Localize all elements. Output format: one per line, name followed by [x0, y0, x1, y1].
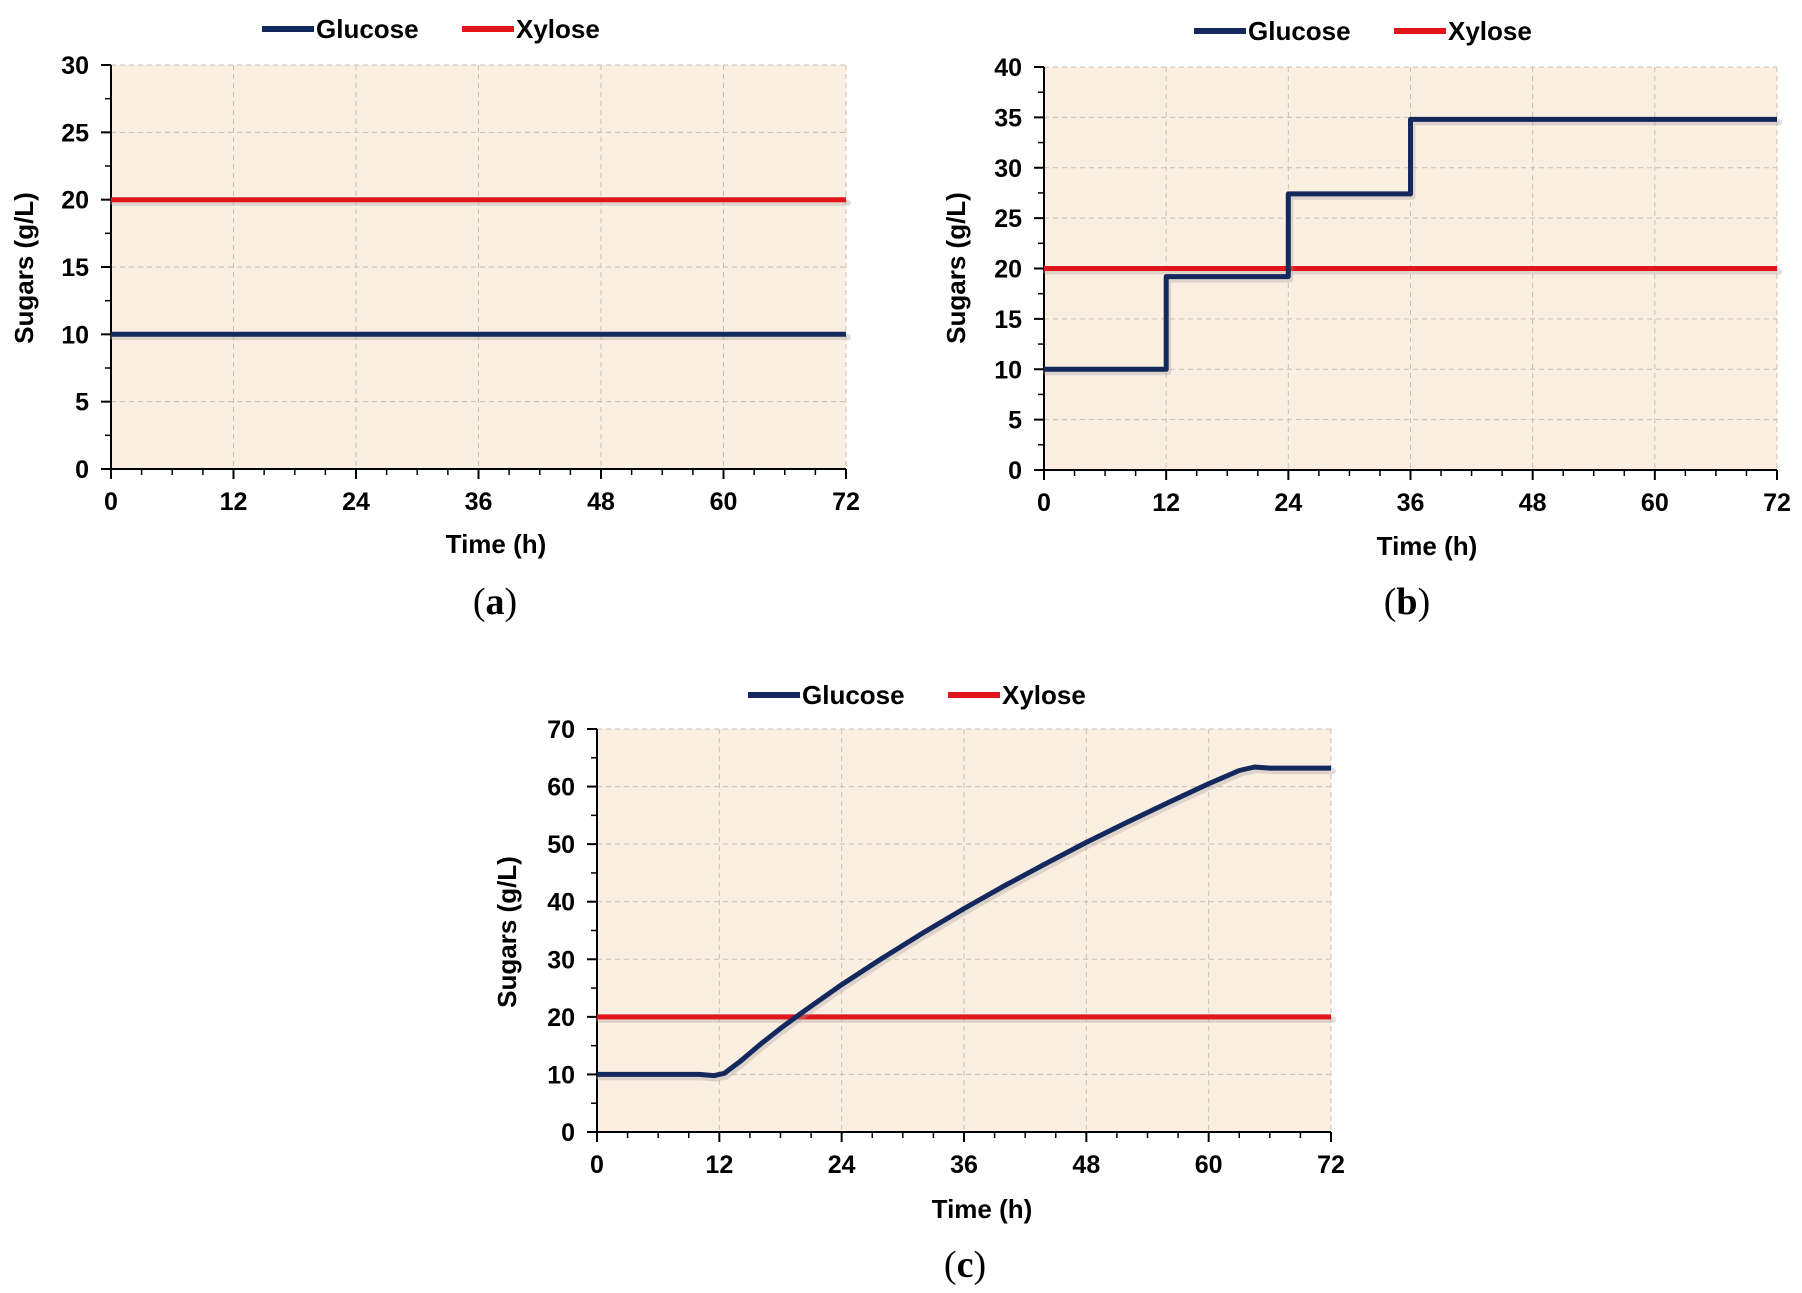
x-tick-label: 60 — [1195, 1151, 1223, 1179]
x-tick-label: 0 — [1037, 489, 1051, 517]
panel-caption: (c) — [944, 1244, 986, 1286]
caption-letter: c — [957, 1244, 974, 1286]
x-tick-label: 60 — [1641, 489, 1669, 517]
legend-glucose-label: Glucose — [802, 680, 905, 710]
x-ticks: 0 12 24 36 48 60 72 — [1037, 470, 1791, 517]
x-tick-label: 72 — [1763, 489, 1791, 517]
caption-letter: b — [1396, 581, 1417, 623]
chart-panel-a: 0 5 10 15 20 25 30 0 12 24 36 48 60 72 Glucose Xylos… — [0, 0, 870, 630]
x-tick-label: 36 — [465, 488, 493, 516]
legend: Glucose Xylose — [262, 14, 600, 44]
x-tick-label: 24 — [342, 488, 370, 516]
panel-caption: (a) — [473, 581, 517, 623]
y-tick-label: 25 — [61, 119, 89, 147]
x-tick-label: 72 — [832, 488, 860, 516]
y-tick-label: 40 — [547, 889, 575, 917]
x-axis-title: Time (h) — [446, 529, 547, 559]
y-tick-label: 5 — [1008, 407, 1022, 435]
x-tick-label: 60 — [710, 488, 738, 516]
y-tick-label: 10 — [994, 356, 1022, 384]
series-glucose-line — [597, 764, 1331, 1079]
y-ticks: 0 5 10 15 20 25 30 35 40 — [994, 54, 1044, 485]
x-tick-label: 24 — [1274, 489, 1302, 517]
y-tick-label: 60 — [547, 774, 575, 802]
x-tick-label: 12 — [705, 1151, 733, 1179]
y-tick-label: 10 — [547, 1061, 575, 1089]
x-axis-title: Time (h) — [1377, 531, 1478, 561]
y-tick-label: 70 — [547, 716, 575, 744]
x-axis-title: Time (h) — [932, 1194, 1033, 1224]
y-tick-label: 0 — [561, 1119, 575, 1147]
series-lines — [110, 197, 851, 341]
y-tick-label: 50 — [547, 831, 575, 859]
y-ticks: 0 5 10 15 20 25 30 — [61, 52, 111, 484]
x-tick-label: 48 — [1519, 489, 1547, 517]
x-tick-label: 0 — [590, 1151, 604, 1179]
x-tick-label: 36 — [950, 1151, 978, 1179]
y-tick-label: 15 — [61, 254, 89, 282]
caption-letter: a — [486, 581, 505, 623]
chart-panel-c: 0 10 20 30 40 50 60 70 0 12 24 36 48 60 72 Glucose Xy… — [480, 660, 1345, 1293]
chart-b-svg: 0 5 10 15 20 25 30 35 40 0 12 24 36 48 60 72 Glucose X… — [941, 16, 1791, 623]
y-tick-label: 20 — [61, 187, 89, 215]
legend: Glucose Xylose — [1194, 16, 1532, 46]
x-tick-label: 12 — [220, 488, 248, 516]
x-tick-label: 48 — [587, 488, 615, 516]
y-axis-title: Sugars (g/L) — [492, 856, 522, 1008]
x-tick-label: 24 — [828, 1151, 856, 1179]
x-ticks: 0 12 24 36 48 60 72 — [104, 469, 860, 516]
y-tick-label: 20 — [547, 1004, 575, 1032]
series-glucose-line — [1044, 116, 1777, 372]
panel-caption: (b) — [1384, 581, 1430, 623]
y-tick-label: 35 — [994, 104, 1022, 132]
legend-xylose-label: Xylose — [1448, 16, 1532, 46]
y-tick-label: 0 — [1008, 457, 1022, 485]
y-tick-label: 10 — [61, 321, 89, 349]
x-tick-label: 12 — [1152, 489, 1180, 517]
y-tick-label: 30 — [994, 155, 1022, 183]
x-tick-label: 72 — [1317, 1151, 1345, 1179]
series-lines — [596, 764, 1336, 1082]
legend-glucose-label: Glucose — [316, 14, 419, 44]
chart-a-svg: 0 5 10 15 20 25 30 0 12 24 36 48 60 72 Glucose Xylos… — [9, 14, 860, 623]
y-tick-label: 5 — [75, 389, 89, 417]
x-ticks: 0 12 24 36 48 60 72 — [590, 1132, 1345, 1179]
y-tick-label: 40 — [994, 54, 1022, 82]
chart-c-svg: 0 10 20 30 40 50 60 70 0 12 24 36 48 60 72 Glucose Xy… — [492, 680, 1345, 1286]
y-tick-label: 25 — [994, 205, 1022, 233]
chart-panel-b: 0 5 10 15 20 25 30 35 40 0 12 24 36 48 60 72 Glucose X… — [930, 0, 1802, 630]
legend: Glucose Xylose — [748, 680, 1086, 710]
series-glucose-shadow — [596, 767, 1336, 1082]
y-axis-title: Sugars (g/L) — [9, 192, 39, 344]
series-lines — [1043, 116, 1782, 376]
y-axis-title: Sugars (g/L) — [941, 192, 971, 344]
x-tick-label: 36 — [1397, 489, 1425, 517]
legend-xylose-label: Xylose — [516, 14, 600, 44]
y-ticks: 0 10 20 30 40 50 60 70 — [547, 716, 597, 1147]
legend-xylose-label: Xylose — [1002, 680, 1086, 710]
y-tick-label: 30 — [547, 946, 575, 974]
legend-glucose-label: Glucose — [1248, 16, 1351, 46]
gridlines — [597, 728, 1332, 1132]
y-tick-label: 30 — [61, 52, 89, 80]
y-tick-label: 20 — [994, 256, 1022, 284]
x-tick-label: 0 — [104, 488, 118, 516]
x-tick-label: 48 — [1072, 1151, 1100, 1179]
y-tick-label: 15 — [994, 306, 1022, 334]
y-tick-label: 0 — [75, 456, 89, 484]
